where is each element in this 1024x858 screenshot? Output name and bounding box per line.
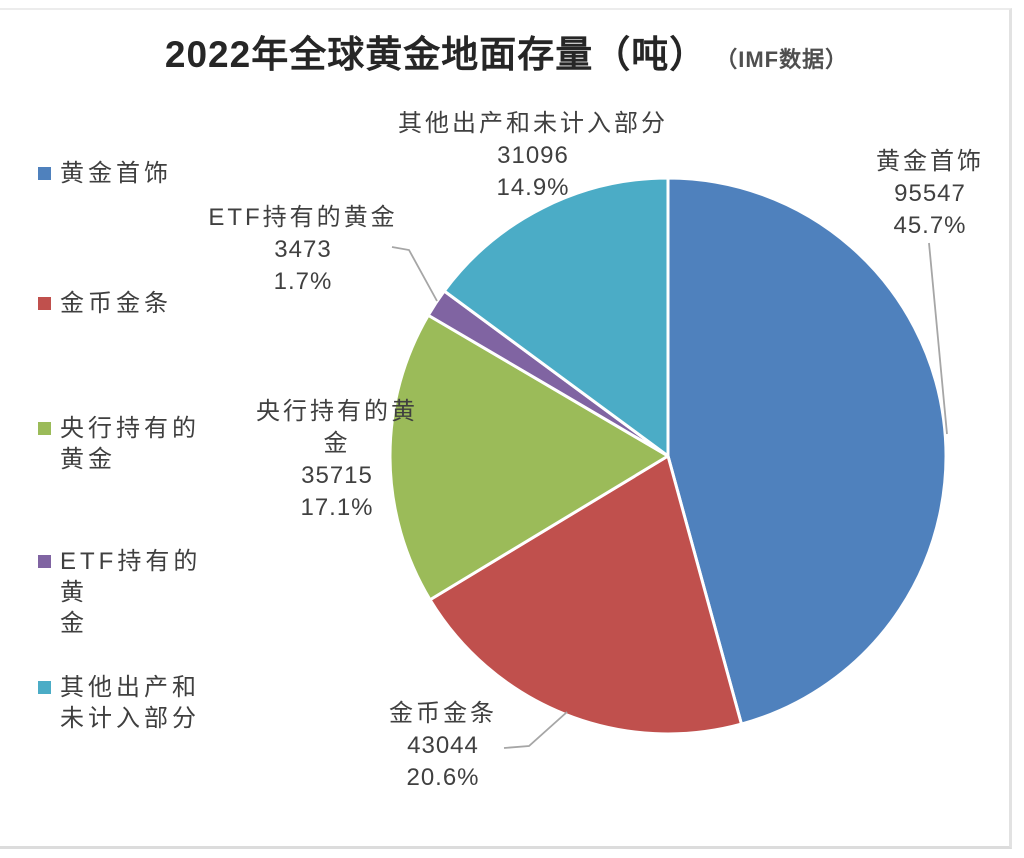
pie-slice-0: [666, 176, 948, 726]
data-label-3: ETF持有的黄金 3473 1.7%: [181, 202, 425, 298]
legend-swatch-icon: [38, 297, 51, 310]
legend-swatch-icon: [38, 681, 51, 694]
legend-label: 金币金条: [60, 290, 172, 317]
legend-swatch-icon: [38, 555, 51, 568]
slice-name-label: ETF持有的黄金: [208, 204, 398, 231]
data-label-1: 金币金条 43044 20.6%: [341, 698, 545, 794]
chart-title-source: （IMF数据）: [715, 47, 849, 72]
leader-line-3: [391, 246, 438, 302]
slice-value-label: 95547: [894, 180, 966, 207]
legend-label: 央行持有的 黄金: [60, 415, 200, 473]
slice-name-label: 黄金首饰: [876, 148, 984, 175]
legend-item-3: ETF持有的黄金: [38, 546, 228, 639]
data-label-0: 黄金首饰 95547 45.7%: [838, 146, 1022, 242]
legend-label: 黄金首饰: [60, 160, 172, 187]
legend-item-2: 央行持有的 黄金: [38, 413, 200, 475]
slice-name-label: 央行持有的黄金: [256, 398, 418, 457]
leader-line-1: [503, 711, 568, 749]
legend-swatch-icon: [38, 422, 51, 435]
slice-percent-label: 14.9%: [496, 174, 570, 201]
legend-item-0: 黄金首饰: [38, 158, 172, 189]
slice-name-label: 其他出产和未计入部分: [398, 110, 668, 137]
legend-label: ETF持有的黄金: [60, 548, 202, 637]
slice-value-label: 35715: [301, 462, 373, 489]
legend-label: 其他出产和 未计入部分: [60, 674, 200, 732]
legend-item-1: 金币金条: [38, 288, 172, 319]
chart-title-main: 2022年全球黄金地面存量（吨）: [164, 34, 708, 75]
pie-slice-4: [442, 176, 670, 458]
data-label-2: 央行持有的黄金 35715 17.1%: [251, 396, 423, 524]
legend-item-4: 其他出产和 未计入部分: [38, 672, 200, 734]
slice-percent-label: 1.7%: [273, 268, 333, 295]
data-label-4: 其他出产和未计入部分 31096 14.9%: [371, 108, 695, 204]
slice-percent-label: 17.1%: [300, 494, 374, 521]
slice-percent-label: 45.7%: [893, 212, 967, 239]
slice-value-label: 3473: [274, 236, 332, 263]
chart-title: 2022年全球黄金地面存量（吨） （IMF数据）: [0, 24, 1013, 78]
slice-value-label: 43044: [407, 732, 479, 759]
leader-line-0: [928, 242, 948, 435]
legend-swatch-icon: [38, 167, 51, 180]
pie-slice-2: [388, 313, 670, 602]
slice-name-label: 金币金条: [389, 700, 497, 727]
slice-percent-label: 20.6%: [406, 764, 480, 791]
slice-value-label: 31096: [497, 142, 569, 169]
